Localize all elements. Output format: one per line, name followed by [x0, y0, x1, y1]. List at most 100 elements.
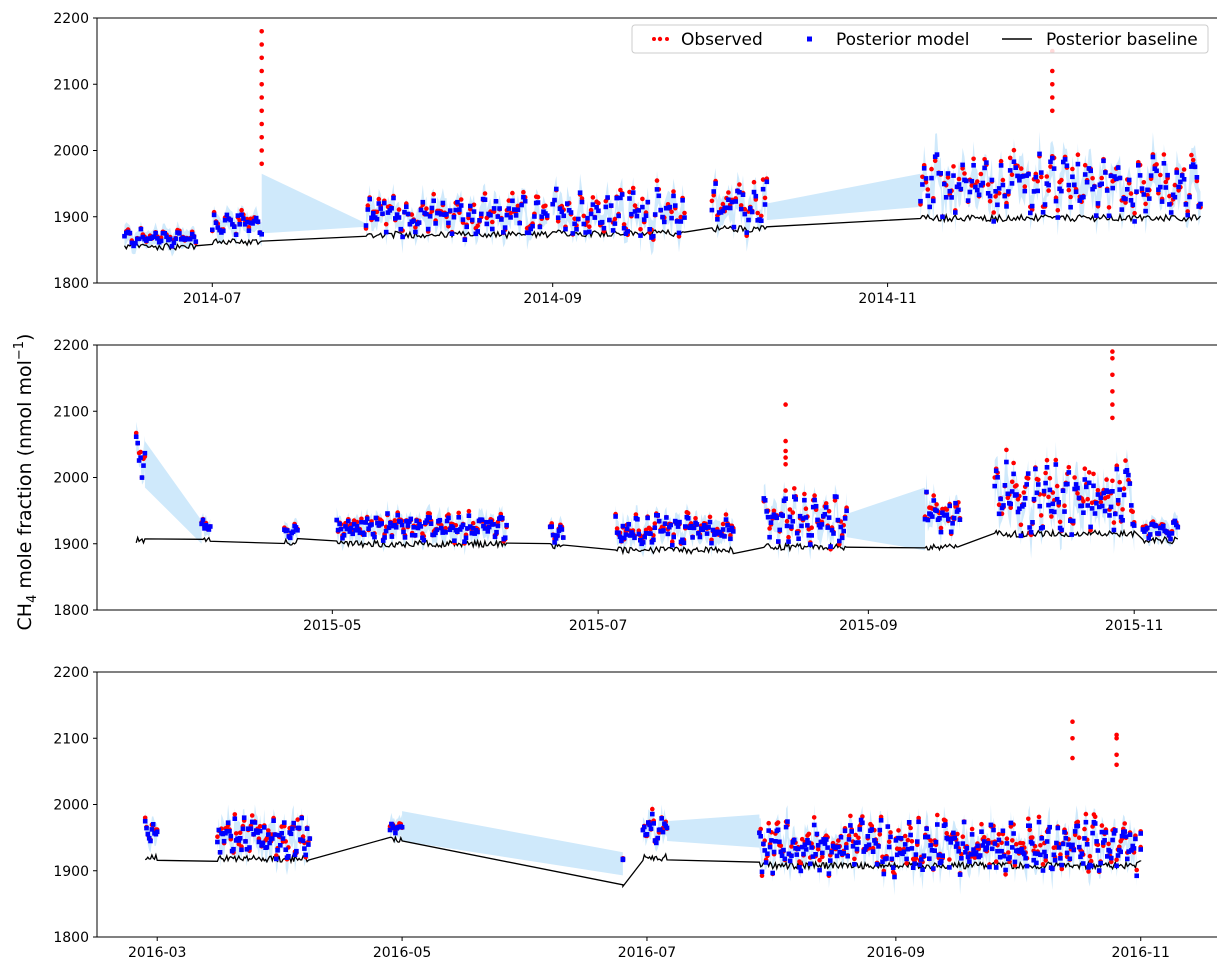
model-point: [1039, 836, 1044, 841]
model-point: [661, 528, 666, 533]
model-point: [264, 845, 270, 850]
model-point: [767, 844, 773, 850]
model-point: [295, 528, 300, 533]
observed-point: [482, 191, 488, 196]
model-point: [470, 526, 476, 531]
model-point: [1030, 520, 1035, 525]
observed-point: [1050, 68, 1055, 74]
model-point: [846, 837, 852, 842]
model-point: [1117, 487, 1122, 492]
model-point: [1071, 847, 1077, 853]
model-point: [802, 842, 808, 847]
model-point: [221, 838, 227, 844]
model-point: [256, 839, 262, 845]
model-point: [211, 212, 217, 218]
model-point: [1148, 173, 1154, 178]
model-point: [849, 829, 854, 834]
model-point: [572, 221, 577, 227]
model-point: [800, 516, 806, 521]
model-point: [559, 527, 565, 532]
observed-point: [396, 207, 402, 212]
model-point: [1015, 509, 1021, 515]
model-point: [967, 859, 972, 864]
observed-point: [817, 857, 822, 863]
observed-point: [720, 521, 726, 527]
model-point: [1033, 174, 1039, 180]
observed-point: [1114, 857, 1119, 862]
model-point: [1108, 173, 1114, 179]
x-tick-label: 2016-07: [618, 945, 677, 961]
model-point: [393, 525, 399, 530]
model-point: [549, 524, 554, 529]
model-point: [412, 533, 418, 538]
observed-point: [947, 857, 952, 862]
model-point: [881, 871, 887, 877]
model-point: [825, 525, 830, 530]
model-point: [563, 226, 568, 232]
model-point: [1178, 179, 1183, 185]
model-point: [389, 534, 395, 539]
model-point: [973, 850, 979, 855]
model-point: [787, 514, 793, 520]
model-point: [644, 832, 650, 837]
model-point: [1020, 173, 1026, 179]
observed-point: [758, 826, 763, 832]
observed-point: [1043, 858, 1048, 863]
model-point: [240, 826, 246, 832]
model-point: [1043, 480, 1048, 486]
model-point: [1004, 459, 1009, 465]
model-point: [260, 840, 266, 846]
panel-2: 1800 1900 2000 2100 2200 2015-05 2015-07 2015-0…: [53, 338, 1217, 634]
model-point: [1118, 849, 1123, 855]
model-point: [1044, 465, 1050, 470]
model-point: [645, 199, 651, 205]
observed-point: [913, 855, 919, 861]
model-point: [169, 243, 175, 249]
model-point: [1060, 488, 1066, 493]
observed-point: [1075, 819, 1081, 825]
observed-point: [1014, 841, 1019, 847]
model-point: [939, 858, 944, 864]
model-point: [1088, 863, 1094, 869]
model-point: [1106, 213, 1112, 219]
model-point: [701, 523, 707, 528]
model-point: [1068, 518, 1073, 523]
model-point: [235, 213, 241, 218]
model-point: [293, 525, 299, 530]
model-point: [759, 218, 764, 223]
model-point: [493, 199, 499, 204]
model-point: [559, 209, 565, 215]
model-point: [1059, 527, 1064, 533]
model-point: [1107, 849, 1113, 854]
model-point: [749, 209, 755, 215]
observed-point: [1090, 176, 1095, 181]
model-point: [296, 825, 302, 831]
model-point: [989, 177, 995, 183]
observed-point: [811, 815, 817, 820]
observed-point: [543, 203, 548, 209]
model-point: [634, 213, 640, 219]
model-point: [136, 458, 142, 463]
model-point: [302, 846, 307, 851]
model-point: [337, 521, 342, 527]
model-point: [1067, 856, 1073, 862]
model-point: [1014, 492, 1019, 497]
model-point: [306, 842, 311, 847]
observed-point: [799, 836, 805, 842]
observed-point: [1011, 147, 1017, 153]
model-point: [508, 215, 513, 220]
model-point: [947, 188, 953, 194]
model-point: [946, 516, 951, 522]
model-point: [1027, 525, 1032, 530]
model-point: [283, 847, 288, 852]
observed-point: [671, 189, 676, 194]
model-point: [786, 539, 791, 544]
observed-point: [259, 29, 265, 34]
model-point: [1009, 181, 1015, 186]
model-point: [1080, 861, 1086, 866]
uncertainty-band: [642, 803, 667, 852]
observed-point: [877, 832, 883, 837]
model-point: [934, 508, 939, 514]
model-point: [1134, 189, 1139, 194]
model-point: [870, 849, 876, 854]
